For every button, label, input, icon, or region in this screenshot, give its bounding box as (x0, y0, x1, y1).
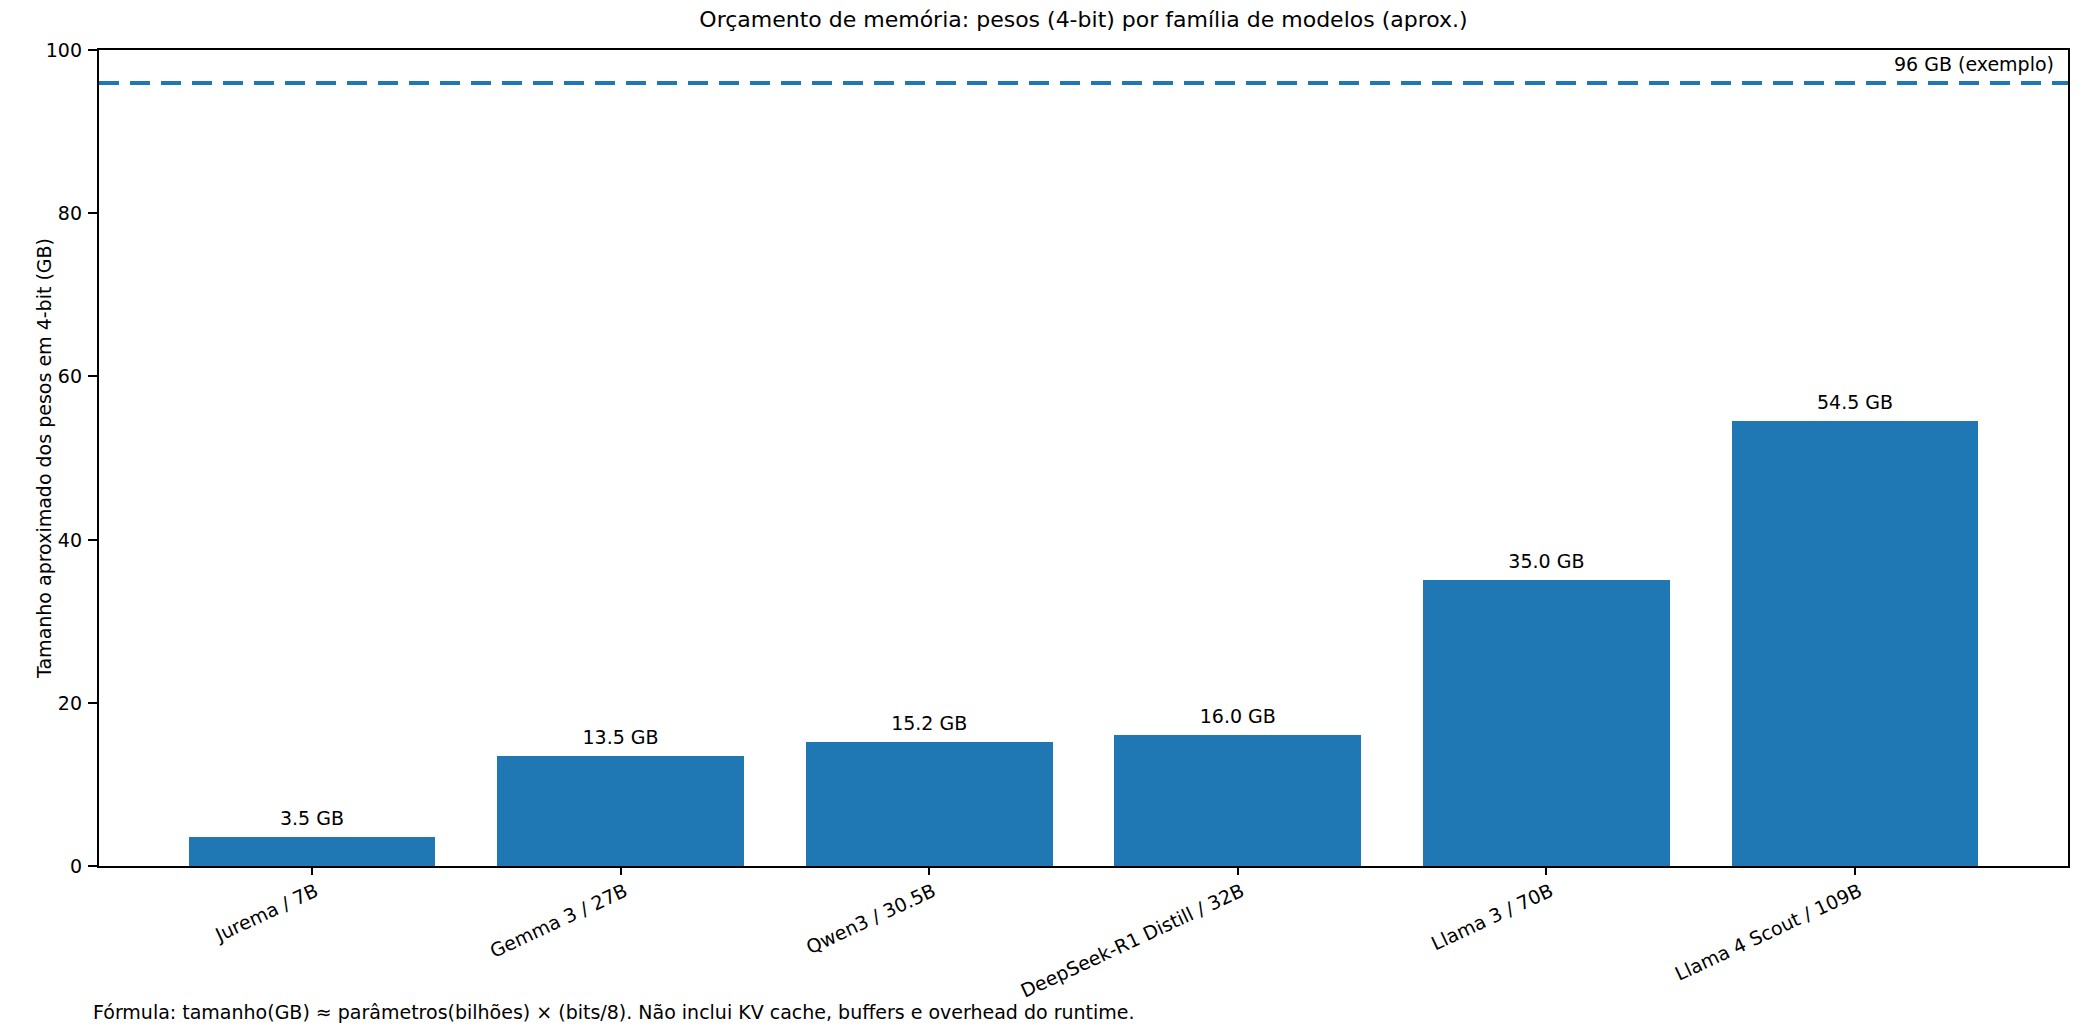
x-tick-mark (928, 866, 930, 875)
x-tick-label: Gemma 3 / 27B (486, 878, 631, 963)
y-tick-label: 60 (2, 364, 82, 388)
y-tick-mark (88, 49, 97, 51)
y-tick-mark (88, 212, 97, 214)
y-tick-mark (88, 539, 97, 541)
x-tick-mark (1545, 866, 1547, 875)
y-axis-label: Tamanho aproximado dos pesos em 4-bit (G… (32, 50, 56, 866)
bar (189, 837, 436, 866)
x-tick-label: Jurema / 7B (212, 878, 322, 946)
figure: Orçamento de memória: pesos (4-bit) por … (0, 0, 2084, 1035)
x-tick-label: DeepSeek-R1 Distill / 32B (1017, 878, 1248, 1003)
y-tick-mark (88, 865, 97, 867)
bar (806, 742, 1053, 866)
y-tick-label: 40 (2, 528, 82, 552)
y-tick-label: 80 (2, 201, 82, 225)
bar-value-label: 15.2 GB (829, 711, 1029, 735)
bar-value-label: 13.5 GB (521, 725, 721, 749)
y-tick-label: 100 (2, 38, 82, 62)
plot-area: Tamanho aproximado dos pesos em 4-bit (G… (97, 48, 2070, 868)
bar (1732, 421, 1979, 866)
bar-value-label: 54.5 GB (1755, 390, 1955, 414)
x-tick-mark (1237, 866, 1239, 875)
footnote: Fórmula: tamanho(GB) ≈ parâmetros(bilhõe… (93, 1000, 1135, 1024)
chart-title: Orçamento de memória: pesos (4-bit) por … (97, 6, 2070, 34)
x-tick-mark (1854, 866, 1856, 875)
y-tick-label: 20 (2, 691, 82, 715)
x-tick-mark (620, 866, 622, 875)
x-tick-label: Qwen3 / 30.5B (802, 878, 939, 959)
bar (497, 756, 744, 866)
bar (1423, 580, 1670, 866)
reference-line (99, 81, 2068, 85)
x-tick-label: Llama 3 / 70B (1427, 878, 1556, 955)
y-tick-mark (88, 375, 97, 377)
bar-value-label: 3.5 GB (212, 806, 412, 830)
y-tick-mark (88, 702, 97, 704)
bar-value-label: 35.0 GB (1446, 549, 1646, 573)
x-tick-mark (311, 866, 313, 875)
x-tick-label: Llama 4 Scout / 109B (1671, 878, 1865, 986)
reference-line-label: 96 GB (exemplo) (1894, 52, 2054, 76)
bar-value-label: 16.0 GB (1138, 704, 1338, 728)
bar (1114, 735, 1361, 866)
y-tick-label: 0 (2, 854, 82, 878)
